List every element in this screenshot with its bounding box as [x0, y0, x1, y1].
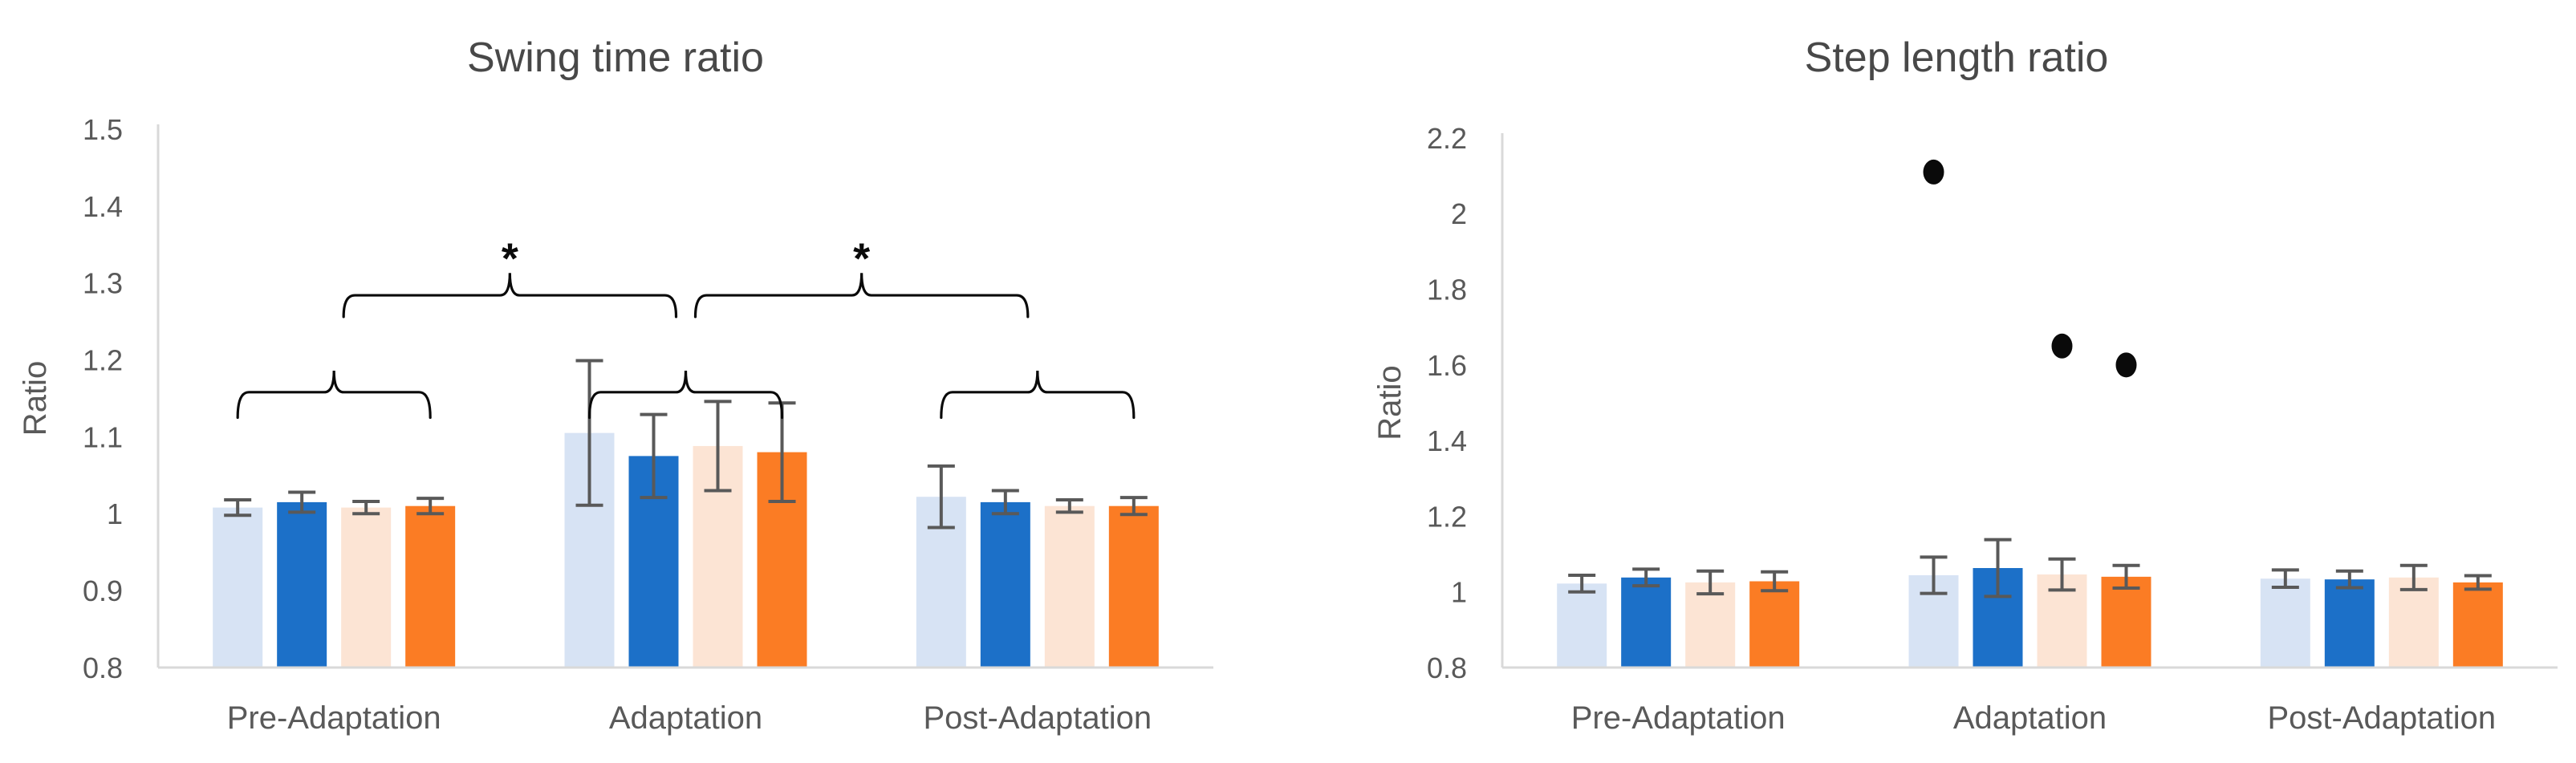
bar-blue-Pre-Adaptation [1621, 577, 1672, 668]
significance-asterisk: * [853, 234, 870, 282]
bar-orange-Pre-Adaptation [1749, 581, 1800, 668]
y-tick-label: 2.2 [1427, 122, 1467, 155]
error-bar-light-blue-Post-Adaptation [2271, 568, 2299, 590]
y-tick-label: 0.8 [1427, 651, 1467, 684]
error-bar-light-orange-Pre-Adaptation [352, 499, 380, 516]
x-category-label-Adaptation: Adaptation [609, 700, 762, 736]
y-tick-label: 1.4 [83, 190, 123, 223]
error-bar-light-orange-Adaptation [704, 400, 732, 493]
significance-asterisk: * [502, 234, 518, 282]
outlier-dot [1923, 159, 1944, 185]
x-category-label-Adaptation: Adaptation [1953, 700, 2107, 736]
group-significance-bracket-Adaptation [587, 370, 784, 420]
error-bar-light-orange-Post-Adaptation [2399, 563, 2428, 591]
error-bar-blue-Pre-Adaptation [288, 490, 316, 514]
error-bar-blue-Pre-Adaptation [1632, 567, 1660, 588]
error-bar-orange-Pre-Adaptation [1761, 570, 1789, 593]
y-tick-label: 2 [1451, 197, 1467, 230]
y-tick-label: 0.9 [83, 574, 123, 607]
y-tick-label: 1 [107, 497, 123, 530]
bar-light-blue-Pre-Adaptation [213, 507, 263, 668]
error-bar-orange-Post-Adaptation [1119, 496, 1148, 517]
y-tick-label: 1.4 [1427, 424, 1467, 457]
outlier-dot [2051, 333, 2073, 359]
group-significance-bracket-Pre-Adaptation [236, 370, 432, 420]
y-tick-label: 1.8 [1427, 274, 1467, 306]
y-tick-label: 1 [1451, 576, 1467, 609]
error-bar-orange-Post-Adaptation [2464, 574, 2492, 591]
comparison-significance-bracket-Pre-Adaptation-Adaptation [342, 273, 678, 319]
bar-light-blue-Pre-Adaptation [1557, 583, 1607, 668]
y-tick-label: 1.6 [1427, 349, 1467, 382]
bar-orange-Adaptation [2101, 576, 2151, 668]
bar-blue-Pre-Adaptation [277, 501, 327, 668]
error-bar-light-blue-Post-Adaptation [927, 464, 955, 530]
bar-light-orange-Pre-Adaptation [341, 507, 392, 668]
comparison-significance-bracket-Adaptation-Post-Adaptation [693, 273, 1030, 319]
x-category-label-Post-Adaptation: Post-Adaptation [924, 700, 1152, 736]
step-length-ratio-title: Step length ratio [1804, 34, 2109, 81]
y-tick-label: 1.2 [83, 344, 123, 377]
error-bar-light-blue-Adaptation [575, 359, 603, 507]
outlier-dot [2115, 352, 2137, 378]
bar-light-orange-Post-Adaptation [1044, 505, 1095, 668]
error-bar-light-orange-Post-Adaptation [1055, 498, 1083, 514]
y-axis-title: Ratio [18, 361, 53, 436]
error-bar-light-orange-Pre-Adaptation [1696, 569, 1725, 596]
error-bar-orange-Pre-Adaptation [416, 497, 445, 516]
x-category-label-Post-Adaptation: Post-Adaptation [2268, 700, 2497, 736]
error-bar-orange-Adaptation [768, 401, 796, 503]
bar-light-orange-Pre-Adaptation [1685, 582, 1736, 668]
error-bar-light-blue-Pre-Adaptation [224, 498, 252, 517]
bar-orange-Post-Adaptation [1108, 505, 1159, 668]
error-bar-light-orange-Adaptation [2048, 557, 2076, 592]
y-tick-label: 1.2 [1427, 500, 1467, 533]
bar-light-orange-Post-Adaptation [2388, 577, 2439, 668]
y-tick-label: 0.8 [83, 651, 123, 684]
y-axis-title: Ratio [1372, 365, 1408, 440]
group-significance-bracket-Post-Adaptation [940, 370, 1136, 420]
step-length-ratio-chart: Ratio 0.8 1 1.2 1.4 1.6 1.8 2 2.2 Pre-Adaptation A… [1372, 122, 2558, 736]
y-tick-label: 1.5 [83, 113, 123, 146]
swing-time-ratio-title: Swing time ratio [467, 34, 764, 81]
error-bar-blue-Adaptation [1984, 538, 2012, 599]
bar-blue-Post-Adaptation [980, 501, 1030, 668]
bar-orange-Post-Adaptation [2452, 582, 2503, 668]
error-bar-blue-Post-Adaptation [991, 489, 1019, 516]
swing-time-ratio-chart: Ratio 0.8 0.9 1 1.1 1.2 1.3 1.4 1.5 Pre-Adaptatio… [18, 113, 1213, 736]
error-bar-orange-Adaptation [2112, 563, 2140, 590]
error-bar-blue-Adaptation [640, 412, 668, 500]
error-bar-light-blue-Adaptation [1920, 555, 1948, 595]
bar-light-blue-Post-Adaptation [2260, 578, 2310, 668]
y-tick-label: 1.3 [83, 267, 123, 300]
bar-blue-Post-Adaptation [2324, 579, 2375, 668]
bar-orange-Pre-Adaptation [405, 505, 456, 668]
y-tick-label: 1.1 [83, 420, 123, 453]
error-bar-light-blue-Pre-Adaptation [1568, 573, 1596, 594]
x-category-label-Pre-Adaptation: Pre-Adaptation [1571, 700, 1786, 736]
error-bar-blue-Post-Adaptation [2335, 569, 2363, 590]
x-category-label-Pre-Adaptation: Pre-Adaptation [227, 700, 441, 736]
